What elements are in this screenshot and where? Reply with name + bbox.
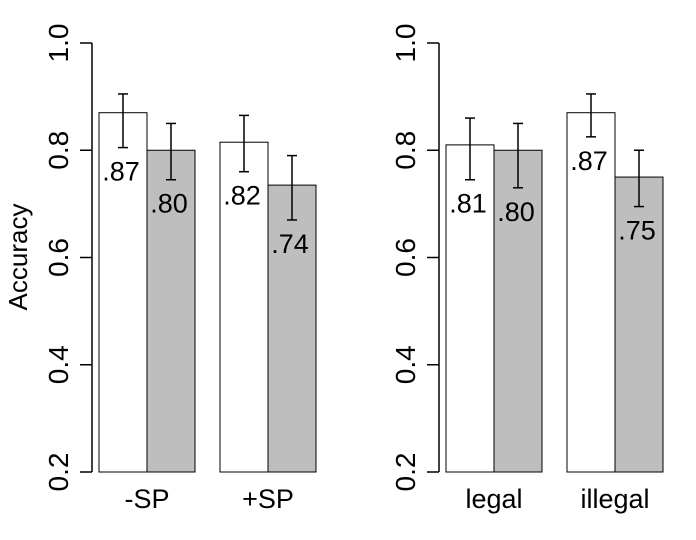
y-tick-label: 0.6	[43, 238, 74, 277]
y-tick-label: 0.4	[390, 345, 421, 384]
bar	[267, 184, 317, 473]
bar	[98, 112, 148, 473]
x-category-label: illegal	[580, 484, 649, 514]
y-tick-label: 0.8	[43, 131, 74, 170]
data-label: .75	[618, 216, 656, 246]
bar	[614, 176, 664, 473]
x-category-label: -SP	[124, 484, 169, 514]
data-label: .81	[449, 189, 487, 219]
data-label: .82	[223, 181, 261, 211]
data-label: .80	[150, 189, 188, 219]
y-tick-label: 1.0	[43, 24, 74, 63]
y-tick-label: 0.2	[43, 453, 74, 492]
y-tick-label: 0.4	[43, 345, 74, 384]
x-category-label: +SP	[242, 484, 294, 514]
data-label: .87	[102, 157, 140, 187]
x-category-label: legal	[465, 484, 522, 514]
y-tick-label: 0.2	[390, 453, 421, 492]
right-panel: 0.2 0.4 0.6 0.8 1.0 .81 .80 legal .87 .75 illegal	[390, 24, 664, 514]
data-label: .87	[570, 146, 608, 176]
y-tick-label: 0.6	[390, 238, 421, 277]
left-panel: 0.2 0.4 0.6 0.8 1.0 .87 .80 -SP .82 .74 +SP	[43, 24, 317, 514]
y-tick-label: 1.0	[390, 24, 421, 63]
data-label: .74	[271, 229, 309, 259]
y-tick-label: 0.8	[390, 131, 421, 170]
bar	[566, 112, 616, 473]
bar	[493, 149, 543, 473]
data-label: .80	[497, 197, 535, 227]
y-axis-label: Accuracy	[3, 204, 33, 311]
bar	[146, 149, 196, 473]
